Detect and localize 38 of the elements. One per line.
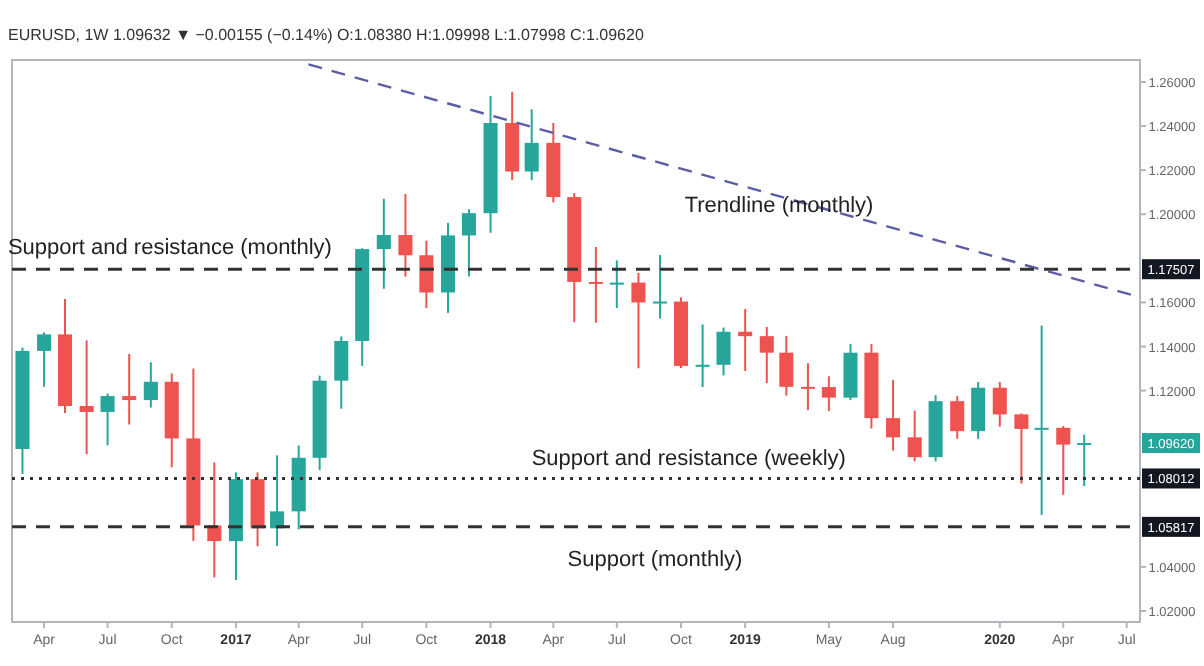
candlestick — [100, 392, 115, 447]
candlestick — [334, 335, 349, 410]
candlestick — [716, 326, 731, 377]
candlestick — [37, 331, 52, 388]
candlestick — [398, 193, 413, 278]
candlestick — [631, 271, 646, 370]
candlestick — [609, 259, 624, 309]
candlestick — [1014, 412, 1029, 485]
candlestick — [843, 342, 858, 402]
candlestick — [992, 380, 1007, 428]
candlestick — [971, 380, 986, 440]
candlestick — [143, 361, 158, 409]
annotation: Trendline (monthly) — [684, 193, 874, 218]
candlestick — [759, 325, 774, 385]
candlestick — [950, 395, 965, 440]
candlestick — [419, 239, 434, 310]
candlestick — [270, 454, 285, 547]
candlestick — [821, 375, 836, 413]
candlestick — [800, 362, 815, 412]
candlestick — [1034, 324, 1049, 516]
candlestick — [653, 254, 668, 320]
chart-title: EURUSD, 1W 1.09632 ▼ −0.00155 (−0.14%) O:1.08380 H:1.09998 L:1.07998 C:1.09620 — [8, 26, 645, 44]
candlestick — [738, 308, 753, 372]
candlestick — [1077, 433, 1092, 488]
annotation: Support and resistance (monthly) — [7, 235, 332, 260]
candlestick — [779, 334, 794, 397]
candlestick — [1056, 425, 1071, 496]
annotation: Support and resistance (weekly) — [531, 446, 846, 471]
candlestick — [907, 409, 922, 463]
candlestick — [79, 339, 94, 456]
candlestick — [122, 353, 137, 426]
candlestick — [461, 208, 476, 278]
annotation: Support (monthly) — [567, 547, 743, 572]
candlestick — [376, 197, 391, 290]
candlestick — [886, 378, 901, 452]
candlestick — [695, 323, 710, 389]
candlestick — [524, 108, 539, 182]
candlestick — [588, 245, 603, 324]
